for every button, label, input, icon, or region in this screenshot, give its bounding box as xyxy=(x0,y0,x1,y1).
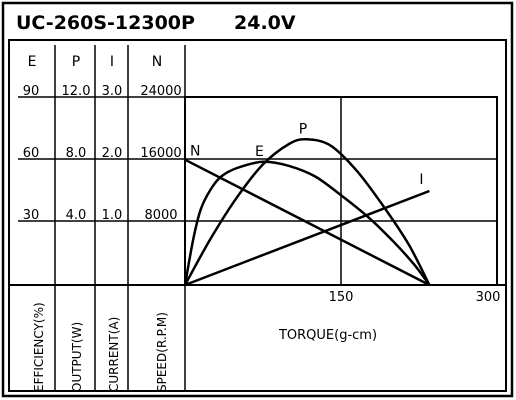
x-tick-300: 300 xyxy=(476,290,501,305)
series-label-i: I xyxy=(419,172,423,188)
series-line-p xyxy=(183,137,431,286)
tick-n-16000: 16000 xyxy=(140,146,181,161)
tick-n-24000: 24000 xyxy=(140,84,181,99)
plot-area xyxy=(184,96,498,286)
chart-title: UC-260S-12300P xyxy=(16,12,195,34)
tick-p-12: 12.0 xyxy=(62,84,91,99)
tick-e-90: 90 xyxy=(23,84,40,99)
series-label-n: N xyxy=(190,144,200,160)
series-line-e xyxy=(183,160,431,286)
tick-p-4: 4.0 xyxy=(66,208,87,223)
header-i: I xyxy=(110,54,114,70)
tick-i-1: 1.0 xyxy=(102,208,123,223)
series-line-i xyxy=(184,189,430,287)
axis-label-output: OUTPUT(W) xyxy=(70,322,84,392)
series-line-n xyxy=(184,158,430,287)
tick-n-8000: 8000 xyxy=(144,208,177,223)
tick-i-3: 3.0 xyxy=(102,84,123,99)
axis-label-efficiency: EFFICIENCY(%) xyxy=(32,302,46,392)
tick-p-8: 8.0 xyxy=(66,146,87,161)
curves xyxy=(183,137,431,287)
header-e: E xyxy=(28,54,37,70)
x-tick-150: 150 xyxy=(329,290,354,305)
series-label-e: E xyxy=(255,144,264,160)
header-p: P xyxy=(72,54,80,70)
curve-labels: N E P I xyxy=(190,121,424,188)
header-n: N xyxy=(152,54,162,70)
voltage-label: 24.0V xyxy=(234,12,296,34)
tick-e-30: 30 xyxy=(23,208,40,223)
axis-label-speed: SPEED(R.P.M) xyxy=(155,312,169,392)
x-axis-label: TORQUE(g-cm) xyxy=(278,328,377,343)
series-label-p: P xyxy=(299,121,307,137)
axis-label-current: CURRENT(A) xyxy=(107,317,121,392)
tick-i-2: 2.0 xyxy=(102,146,123,161)
tick-e-60: 60 xyxy=(23,146,40,161)
inner-frame xyxy=(8,39,507,392)
